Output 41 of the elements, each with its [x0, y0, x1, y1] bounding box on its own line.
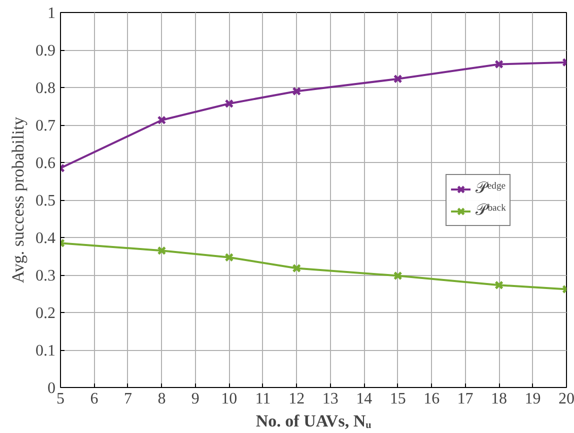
y-tick-label: 0.5 — [36, 192, 56, 210]
point — [224, 99, 234, 108]
x-tick-label: 9 — [191, 390, 200, 408]
y-tick-label: 0 — [48, 380, 56, 397]
y-tick-label: 0.3 — [36, 268, 56, 284]
x-tick-label: 17 — [457, 390, 474, 408]
point — [393, 74, 402, 84]
y-axis-title: Avg. success probability — [8, 116, 28, 284]
y-tick-label: 0.6 — [36, 155, 56, 172]
y-tick-label: 0.8 — [36, 80, 56, 97]
point — [494, 60, 504, 69]
point — [292, 86, 302, 96]
point — [157, 246, 166, 256]
point — [494, 280, 504, 290]
x-tick-label: 5 — [56, 390, 64, 408]
y-tick-label: 0.7 — [36, 118, 56, 134]
x-tick-label: 14 — [356, 390, 372, 408]
x-tick-label: 12 — [288, 390, 305, 408]
x-tick-label: 7 — [124, 390, 132, 408]
x-tick-label: 18 — [491, 390, 508, 408]
x-tick-label: 13 — [322, 390, 338, 408]
x-tick-label: 15 — [390, 390, 406, 408]
y-tick-label: 0.1 — [36, 342, 56, 360]
x-tick-label: 16 — [424, 390, 440, 408]
x-tick-label: 19 — [524, 390, 541, 408]
legend-label: 𝒫ᵇᵃᶜᵏ — [476, 201, 506, 220]
x-tick-label: 20 — [558, 390, 574, 408]
point — [292, 264, 302, 273]
point — [157, 116, 166, 125]
y-tick-label: 1 — [48, 5, 56, 22]
y-tick-label: 0.4 — [36, 230, 56, 247]
point — [224, 252, 234, 262]
x-tick-label: 11 — [255, 390, 271, 408]
legend-label: 𝒫ᵉᵈᵍᵉ — [476, 179, 506, 198]
x-tick-label: 8 — [158, 390, 166, 408]
y-tick-label: 0.9 — [36, 42, 56, 60]
x-tick-label: 10 — [221, 390, 238, 408]
x-axis-title: No. of UAVs, Nᵤ — [256, 412, 372, 430]
point — [393, 271, 402, 280]
y-tick-label: 0.2 — [36, 305, 56, 322]
x-tick-label: 6 — [90, 390, 98, 408]
